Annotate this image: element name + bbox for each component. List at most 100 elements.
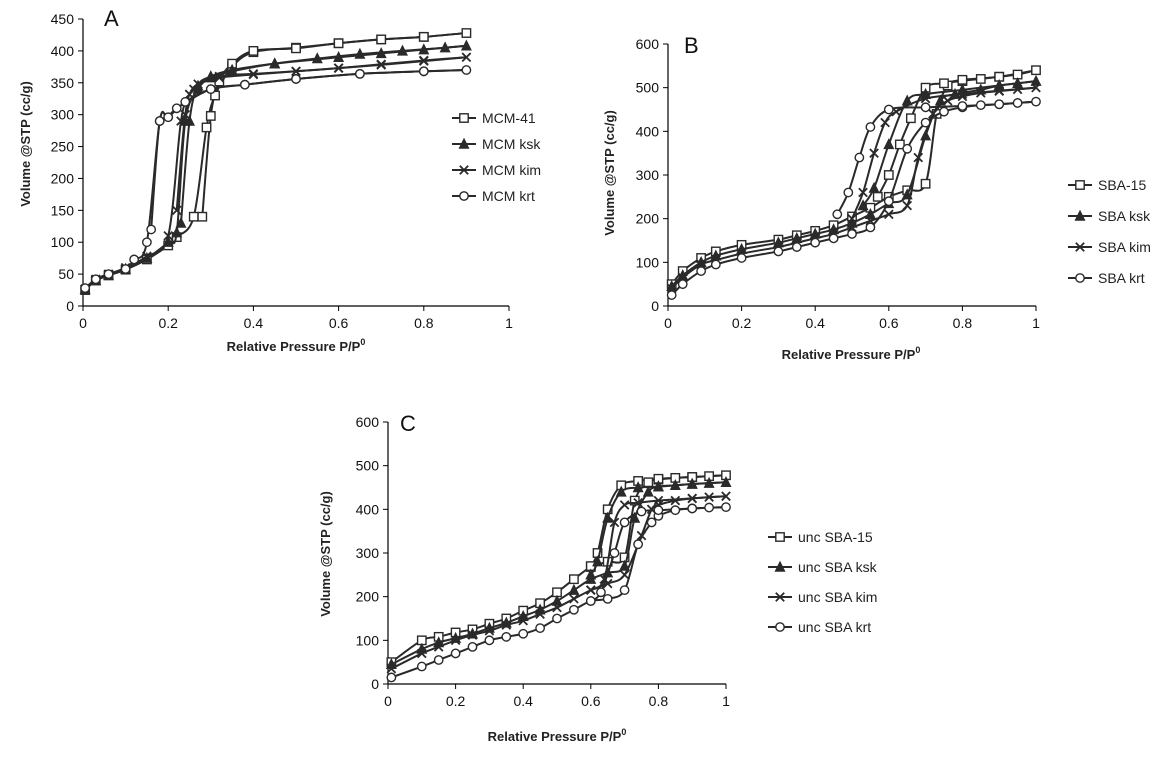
panel-a-series-mcm-ksk-point [354,47,366,59]
panel-c-y-tick-label: 500 [356,458,380,474]
panel-b-series-sba-kim-point [858,187,868,198]
panel-a-series-mcm-41-point [205,111,216,121]
panel-b: B 0 100 200 300 400 500 600 0 0.2 0.4 0.6 0.8 1 Rela… [602,33,1151,362]
panel-b-series-sba-krt-point [957,101,968,111]
panel-b-x-axis-title-text: Relative Pressure P/P [782,347,916,362]
panel-b-y-tick-label: 500 [636,80,660,96]
panel-c-legend-label: unc SBA-15 [798,529,873,545]
panel-c-y-tick-label: 200 [356,589,380,605]
panel-b-series-sba-kim-point [869,148,879,159]
panel-a-series-mcm-krt-point [461,65,472,75]
panel-b-series-sba-krt-point [939,106,949,117]
panel-c-x-tick-label: 0.4 [513,693,533,709]
panel-a-y-tick-label: 200 [51,170,75,186]
panel-c-legend-entry: unc SBA-15 [768,529,873,545]
panel-c-series-unc-sba-krt-point [609,548,620,558]
panel-b-series-sba-krt-point [696,266,707,276]
panel-b-legend-entry: SBA ksk [1068,208,1151,224]
panel-a-series-mcm-ksk-point [375,47,387,59]
panel-b-series-sba-krt-point [847,229,857,239]
panel-a-x-tick-label: 0.8 [414,315,434,331]
panel-b-legend-entry: SBA-15 [1068,177,1146,193]
panel-b-series-sba-15-point [905,113,916,124]
panel-c-series-unc-sba-kim-point [653,495,664,506]
panel-c-letter: C [400,411,416,436]
panel-c-series-unc-sba-kim-point [552,602,562,613]
panel-c-legend-marker [774,560,786,572]
panel-a-series-mcm-ksk-point [175,216,187,228]
panel-a-series-mcm-krt [80,65,472,294]
panel-a-x-tick-label: 0 [79,315,87,331]
panel-c-series-unc-sba-kim [386,491,731,674]
panel-c-series-unc-sba-krt-point [653,505,664,516]
panel-b-series-sba-kim [666,82,1041,294]
panel-a-y-tick-label: 100 [51,234,75,250]
panel-b-series-sba-krt-point [736,253,747,263]
panel-b-series-sba-krt [666,96,1041,300]
panel-a-legend-marker [459,113,469,123]
panel-c-series-unc-sba-ksk-point [703,476,715,488]
panel-c-y-axis-title: Volume @STP (cc/g) [318,491,333,617]
panel-b-series-sba-krt-point [791,242,802,252]
panel-b-plot: 0 100 200 300 400 500 600 0 0.2 0.4 0.6 0.8 1 [636,36,1042,331]
panel-c: C 0 100 200 300 400 500 600 0 0.2 0.4 0.6 0.8 1 Rela… [318,411,878,744]
panel-b-series-sba-krt-point [677,279,688,290]
panel-b-y-tick-label: 100 [636,254,660,270]
panel-a-series-mcm-kim-point [248,69,259,79]
panel-b-series-sba-15-point [883,170,894,180]
panel-c-series-unc-sba-krt-point [633,539,644,550]
panel-c-legend-marker [775,592,785,602]
panel-a-series-mcm-krt-point [171,103,182,114]
panel-b-x-tick-label: 0 [664,315,672,331]
panel-b-legend-label: SBA krt [1098,270,1145,286]
panel-b-series-sba-kim-point [902,200,913,211]
panel-c-x-axis-title-text: Relative Pressure P/P [488,729,622,744]
panel-a-plot: 0 50 100 150 200 250 300 350 400 450 0 0.2 0.4 0.6 0.8… [51,11,513,331]
panel-a-series-mcm-kim-point [188,84,199,94]
panel-b-series-sba-krt-point [854,152,865,163]
panel-c-series-unc-sba-krt-point [518,628,529,639]
panel-b-x-tick-label: 0.2 [732,315,752,331]
panel-b-series-sba-ksk-point [868,181,880,193]
panel-b-series-sba-krt-point [920,102,931,113]
panel-a-series-mcm-kim-point [214,72,225,83]
panel-a-x-axis-title: Relative Pressure P/P0 [227,337,366,354]
panel-b-series-sba-kim-point [1031,82,1041,93]
panel-a-series-mcm-krt-point [239,79,250,90]
panel-c-series-unc-sba-kim-point [484,625,495,636]
panel-c-series-unc-sba-ksk-point [652,480,664,492]
panel-b-series-sba-krt-point [1031,96,1041,107]
panel-c-series-unc-sba-kim-desorption-line [590,495,727,592]
panel-a-series-mcm-41-desorption-line [201,32,467,217]
panel-b-series-sba-krt-point [828,233,839,244]
panel-b-series-sba-krt-point [843,187,854,198]
panel-c-series-unc-sba-krt-point [416,661,427,672]
panel-c-x-tick-label: 0.6 [581,693,601,709]
panel-b-legend-marker [1075,242,1085,252]
panel-b-series-sba-15-point [894,139,905,150]
panel-b-letter: B [684,33,699,58]
panel-b-x-axis-title-sup: 0 [915,345,920,355]
panel-a-series-mcm-kim-point [376,59,387,70]
panel-c-series-unc-sba-kim-point [670,495,681,506]
panel-a-y-tick-label: 250 [51,139,75,155]
panel-c-series-unc-sba-ksk-point [642,485,654,497]
panel-c-series-unc-sba-ksk-point [632,481,644,493]
panel-c-series-unc-sba-krt-point [535,623,545,634]
panel-a-series-mcm-krt-point [163,112,174,123]
panel-c-x-axis-title: Relative Pressure P/P0 [488,727,627,744]
panel-c-series-unc-sba-krt-point [569,604,579,615]
panel-a-legend-entry: MCM krt [452,188,535,204]
panel-a-series-mcm-41-point [197,211,208,222]
panel-b-series-sba-krt-point [810,237,821,248]
panel-c-series-unc-sba-kim-point [687,493,698,504]
panel-a-series-mcm-41-point [291,43,301,54]
panel-b-series-sba-15-point [939,78,949,89]
panel-c-series-unc-sba-ksk-point [629,511,641,523]
panel-c-x-tick-label: 0.2 [446,693,466,709]
panel-a-series-mcm-kim-point [461,52,472,63]
panel-a-series-mcm-kim-point [214,71,225,82]
panel-a-series-mcm-krt-point [120,264,131,274]
panel-c-series-unc-sba-15-point [569,574,579,585]
